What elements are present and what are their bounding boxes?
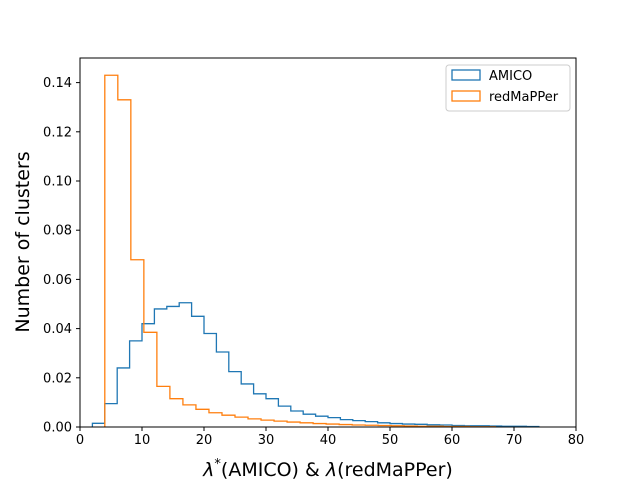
legend-swatch-redmapper <box>451 90 481 102</box>
y-tick-label: 0.00 <box>43 421 72 436</box>
x-tick-label: 70 <box>506 433 523 448</box>
x-tick-label: 20 <box>196 433 213 448</box>
legend: AMICO redMaPPer <box>445 64 571 112</box>
plot-frame <box>79 57 577 428</box>
y-axis-ticks: 0.00 0.02 0.04 0.06 0.08 0.10 0.12 0.14 <box>43 76 80 436</box>
x-axis-ticks: 0 10 20 30 40 50 60 70 80 <box>76 427 584 448</box>
y-tick-label: 0.14 <box>43 76 72 91</box>
y-tick-label: 0.06 <box>43 273 72 288</box>
x-tick-label: 40 <box>320 433 337 448</box>
x-tick-label: 60 <box>444 433 461 448</box>
y-axis-label: Number of clusters <box>12 151 34 332</box>
plot-series <box>91 74 540 428</box>
x-tick-label: 10 <box>134 433 151 448</box>
x-tick-label: 30 <box>258 433 275 448</box>
y-tick-label: 0.04 <box>43 322 72 337</box>
x-tick-label: 0 <box>76 433 84 448</box>
legend-box <box>445 64 571 112</box>
legend-label-amico: AMICO <box>489 69 532 84</box>
y-tick-label: 0.12 <box>43 125 72 140</box>
legend-label-redmapper: redMaPPer <box>489 90 559 105</box>
series-amico-step <box>91 302 540 428</box>
x-axis-label: λ*(AMICO) & λ(redMaPPer) <box>202 457 453 480</box>
y-tick-label: 0.02 <box>43 371 72 386</box>
series-redmapper-step <box>104 74 497 428</box>
legend-swatch-amico <box>451 69 481 81</box>
x-tick-label: 80 <box>568 433 585 448</box>
y-tick-label: 0.08 <box>43 224 72 239</box>
y-tick-label: 0.10 <box>43 175 72 190</box>
x-tick-label: 50 <box>382 433 399 448</box>
